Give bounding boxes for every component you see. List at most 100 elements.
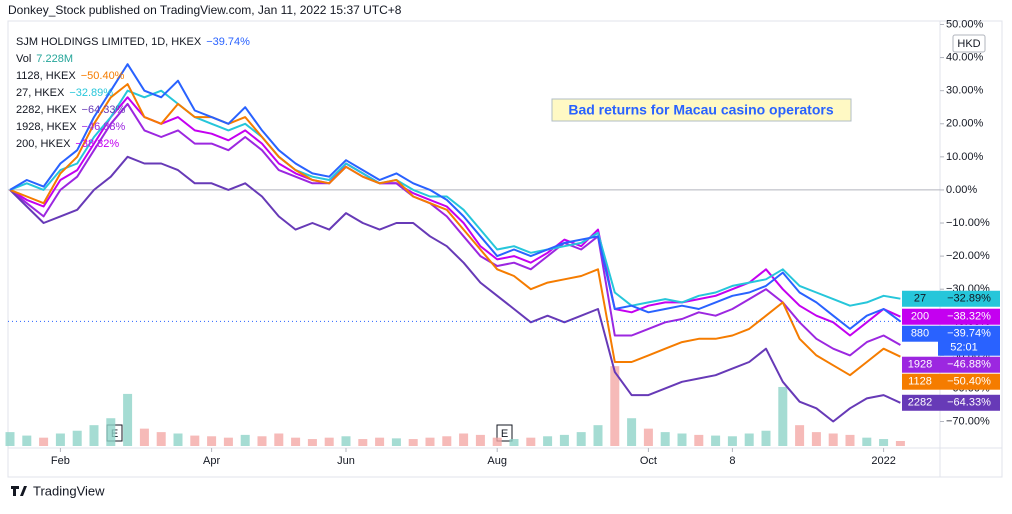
y-tick-label: 30.00% [946, 85, 984, 97]
x-tick-label: Aug [487, 455, 507, 467]
price-tag-value-box [938, 394, 1000, 411]
volume-bar [190, 435, 200, 446]
volume-bar [509, 439, 519, 446]
volume-bar [795, 425, 805, 446]
volume-bar [593, 425, 603, 446]
price-tag-value: −50.40% [947, 376, 991, 388]
price-tag-value: −39.74% [947, 328, 991, 340]
countdown: 52:01 [950, 342, 978, 354]
volume-bar [139, 428, 149, 446]
x-tick-label: 8 [729, 455, 735, 467]
price-tag-value-box [938, 325, 1000, 356]
price-tag-value: −46.88% [947, 359, 991, 371]
series-line [9, 83, 901, 377]
volume-bar [5, 432, 15, 446]
x-tick-label: Jun [337, 455, 355, 467]
volume-bar [123, 393, 133, 446]
currency-box [952, 34, 986, 53]
volume-bar [459, 433, 469, 446]
volume-bar [106, 418, 116, 446]
series-line [9, 102, 901, 357]
volume-bar [643, 428, 653, 446]
brand: TradingView [33, 483, 105, 498]
volume-bar [694, 434, 704, 446]
legend-name: 200, HKEX [16, 138, 71, 150]
y-tick-label: −20.00% [946, 250, 990, 262]
volume-bar [879, 439, 889, 446]
price-tag-box [902, 308, 938, 325]
legend-value: −39.74% [206, 36, 250, 48]
y-tick-label: 10.00% [946, 151, 984, 163]
price-tag-symbol: 2282 [908, 397, 932, 409]
legend-name: 2282, HKEX [16, 104, 77, 116]
volume-bar [727, 436, 737, 446]
volume-bar [240, 434, 250, 446]
y-tick-label: −10.00% [946, 217, 990, 229]
volume-bar [576, 432, 586, 446]
x-tick-label: 2022 [871, 455, 895, 467]
volume-bar [391, 438, 401, 446]
volume-bar [442, 436, 452, 446]
price-tag-symbol: 27 [914, 293, 926, 305]
series-line [9, 89, 901, 307]
price-tag-value-box [938, 373, 1000, 390]
y-tick-label: 50.00% [946, 18, 984, 30]
price-tag-value-box [938, 356, 1000, 373]
x-tick-label: Feb [51, 455, 70, 467]
y-tick-label: 40.00% [946, 51, 984, 63]
volume-bar [492, 437, 502, 446]
x-tick-label: Apr [203, 455, 220, 467]
series-line [9, 63, 901, 330]
volume-bar [22, 435, 32, 446]
volume-bar [543, 436, 553, 446]
volume-bar [862, 437, 872, 446]
y-tick-label: 20.00% [946, 118, 984, 130]
volume-bar [274, 433, 284, 446]
price-tag-symbol: 1128 [908, 376, 932, 388]
price-tag-symbol: 880 [911, 328, 929, 340]
legend-name: 1928, HKEX [16, 121, 77, 133]
annotation-box [551, 98, 852, 122]
price-tag-value: −32.89% [947, 293, 991, 305]
legend: SJM HOLDINGS LIMITED, 1D, HKEX −39.74% Vol… [16, 36, 250, 150]
volume-bar [559, 434, 569, 446]
event-label: E [501, 428, 508, 440]
volume-bar [845, 434, 855, 446]
publisher: Donkey_Stock published on TradingView.co… [8, 3, 402, 17]
legend-name: Vol [16, 53, 31, 65]
legend-name: 1128, HKEX [16, 70, 76, 82]
volume-bar [778, 386, 788, 446]
series-line [9, 155, 901, 423]
legend-value: 7.228M [36, 53, 73, 65]
y-tick-label: 0.00% [946, 184, 977, 196]
legend-value: −32.89% [69, 87, 113, 99]
annotation: Bad returns for Macau casino operators [568, 102, 834, 118]
volume-bar [156, 432, 166, 446]
volume-bar [408, 439, 418, 446]
volume-bar [324, 437, 334, 446]
volume-bar [895, 440, 905, 446]
volume-bar [223, 437, 233, 446]
y-tick-label: −70.00% [946, 415, 990, 427]
volume-bar [341, 436, 351, 446]
volume-bar [627, 418, 637, 446]
price-tag-box [902, 394, 938, 411]
volume-bar [526, 437, 536, 446]
volume-bar [811, 432, 821, 446]
x-tick-label: Oct [640, 455, 657, 467]
legend-value: −64.33% [82, 104, 126, 116]
volume-bar [677, 433, 687, 446]
legend-value: −50.40% [81, 70, 125, 82]
volume-bar [610, 366, 620, 446]
volume-bar [257, 436, 267, 446]
currency: HKD [957, 38, 980, 50]
price-tag-symbol: 1928 [908, 359, 932, 371]
price-tag-box [902, 356, 938, 373]
price-tag-value: −38.32% [947, 311, 991, 323]
price-tag-box [902, 373, 938, 390]
price-tag-value: −64.33% [947, 397, 991, 409]
price-tag-value-box [938, 290, 1000, 307]
legend-name: SJM HOLDINGS LIMITED, 1D, HKEX [16, 36, 202, 48]
volume-bar [711, 435, 721, 446]
